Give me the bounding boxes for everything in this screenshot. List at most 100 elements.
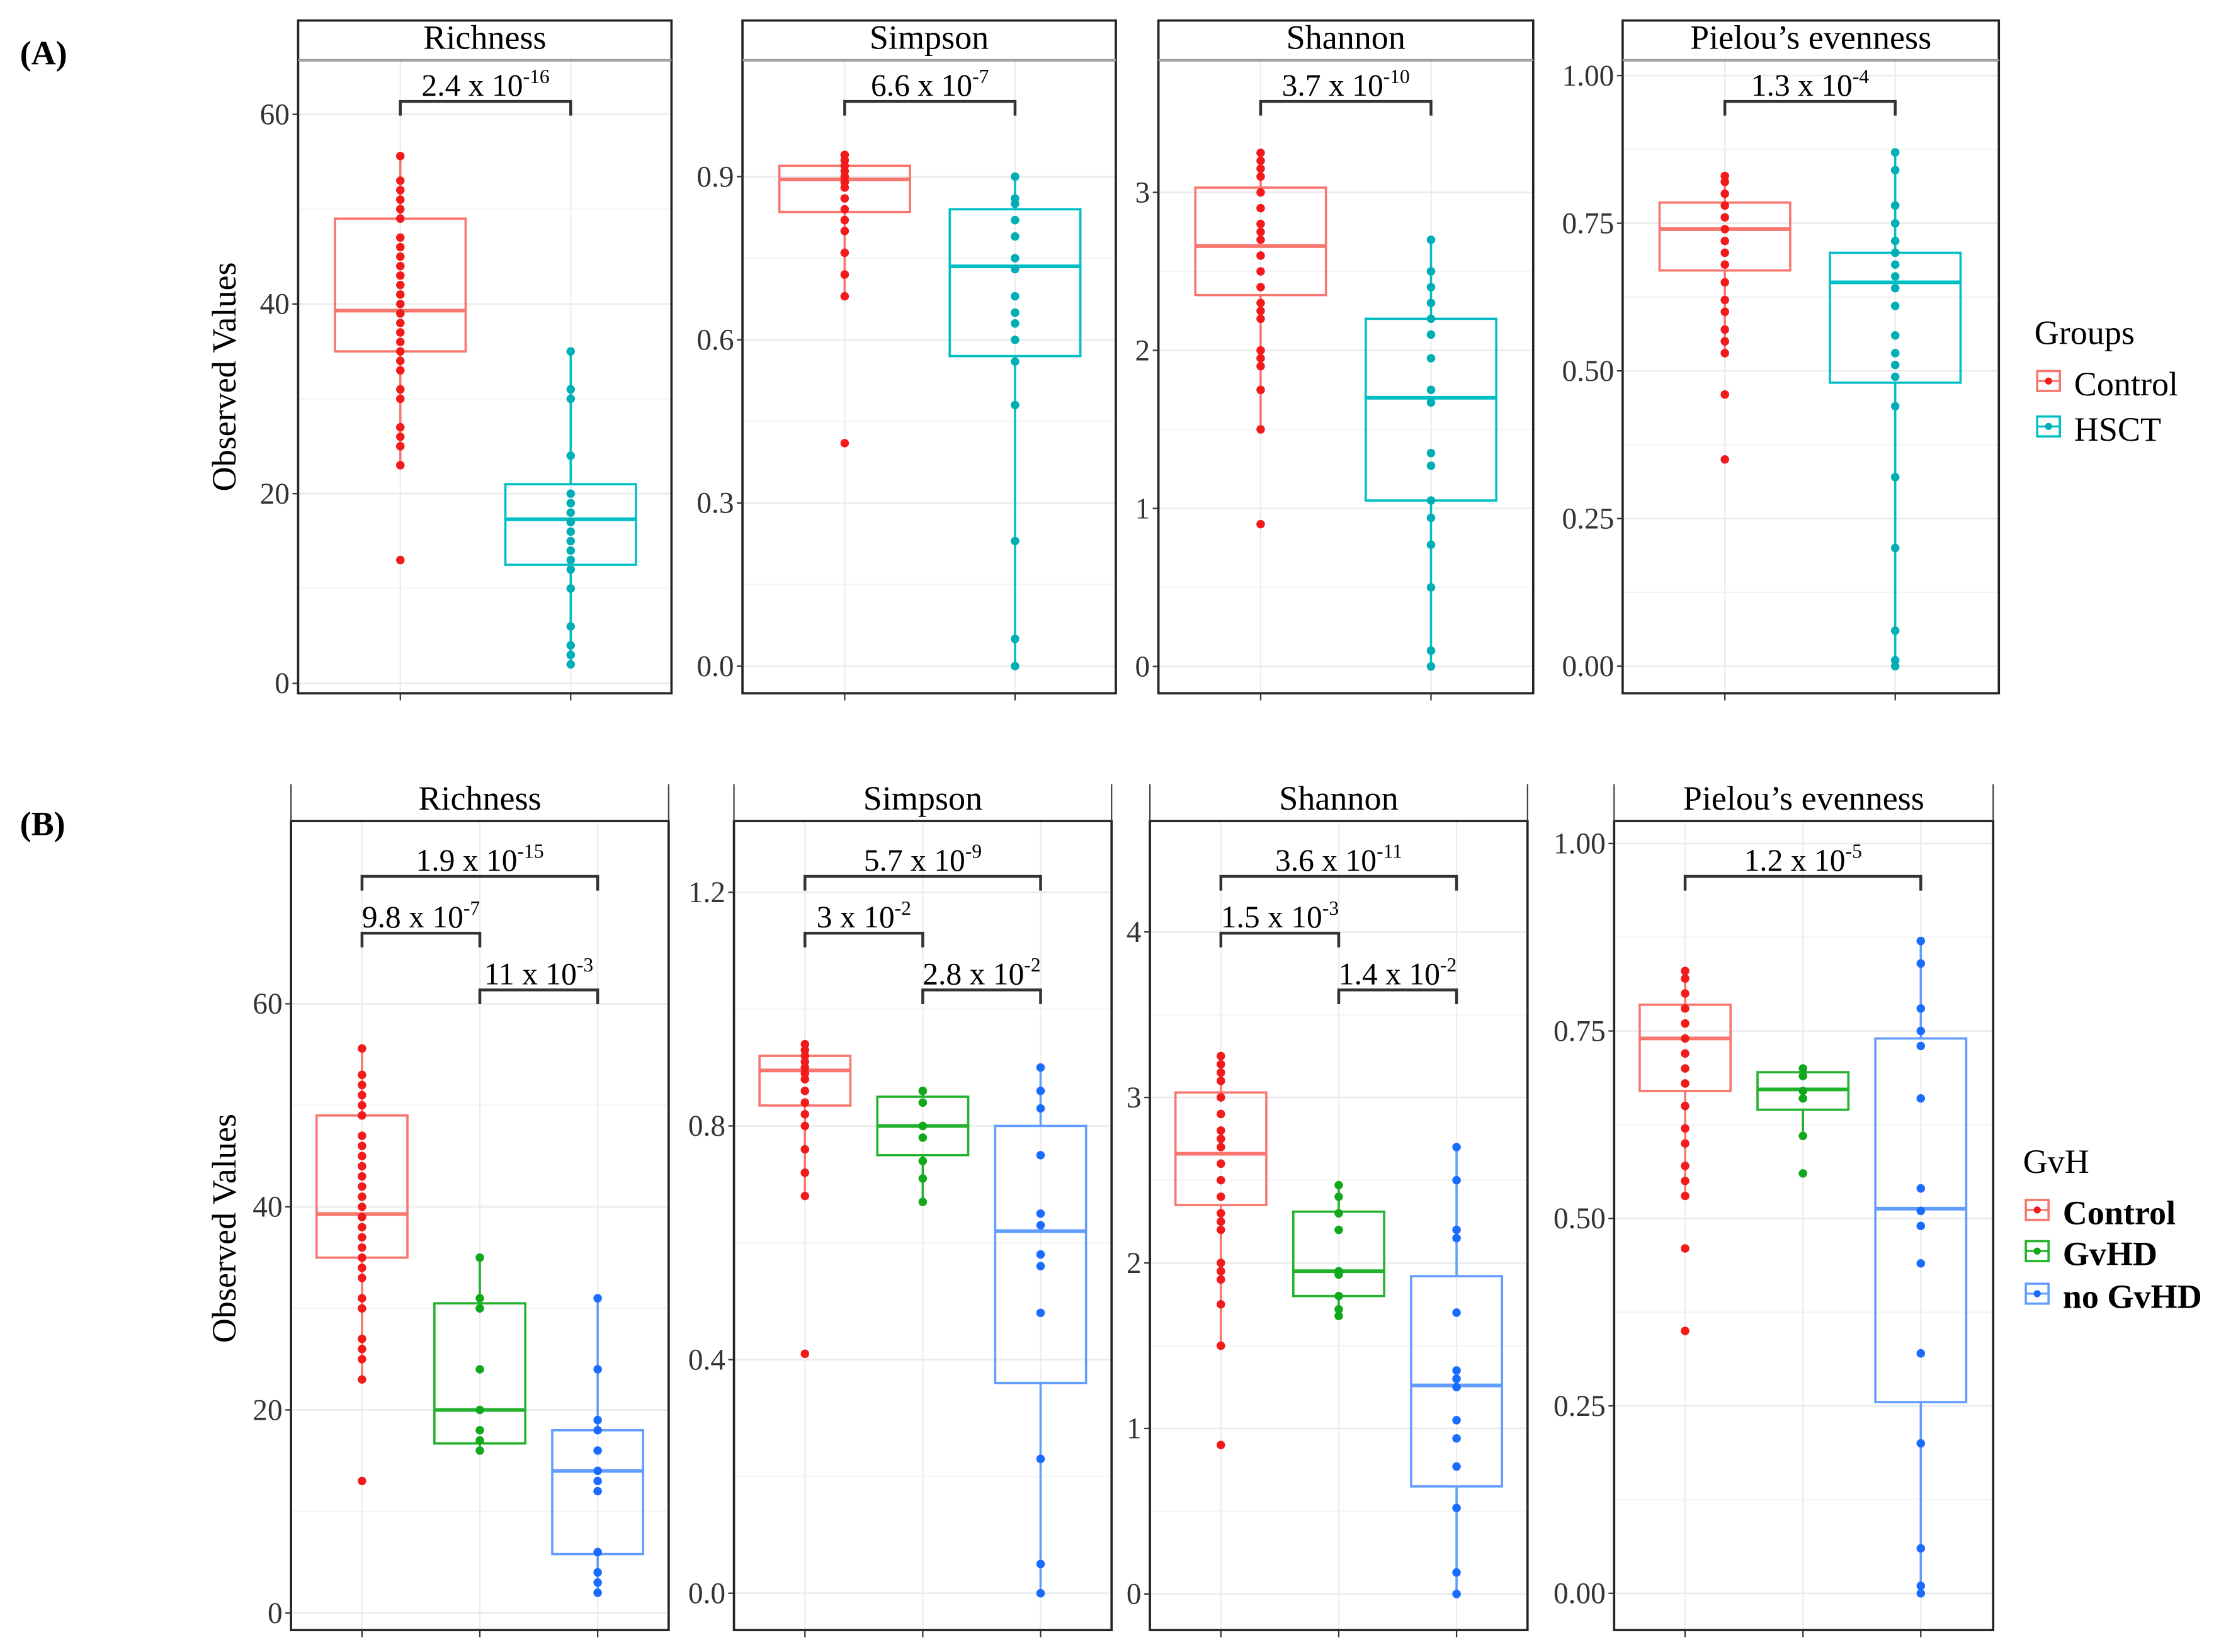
data-point	[1217, 1209, 1225, 1218]
data-point	[1256, 235, 1265, 244]
p-value-exponent: -7	[463, 897, 480, 919]
data-point	[593, 1415, 602, 1425]
data-point	[1334, 1311, 1343, 1320]
data-point	[918, 1157, 928, 1165]
data-point	[1217, 1093, 1225, 1102]
legend-point-icon	[2033, 1206, 2041, 1214]
p-value-mantissa: 11 x 10	[484, 956, 577, 991]
data-point	[1452, 1143, 1461, 1151]
data-point	[566, 660, 576, 669]
data-point	[1426, 314, 1436, 324]
bracket-line	[478, 988, 599, 1004]
y-tick-label: 1	[1135, 492, 1150, 525]
legend-item-label: HSCT	[2074, 410, 2161, 448]
data-point	[1217, 1060, 1225, 1069]
y-tick-label: 0.6	[696, 324, 734, 357]
p-value-exponent: -3	[1322, 897, 1339, 919]
p-value-label: 1.9 x 10-15	[416, 840, 543, 878]
data-point	[475, 1253, 484, 1262]
data-point	[1916, 1544, 1926, 1553]
strip-edge	[290, 784, 669, 822]
data-point	[1890, 473, 1900, 482]
data-point	[1256, 298, 1265, 308]
data-point	[358, 1274, 366, 1282]
p-value-label: 3 x 10-2	[817, 897, 911, 934]
data-point	[800, 1168, 810, 1177]
panel-title: Simpson	[870, 19, 989, 57]
p-value-mantissa: 3.6 x 10	[1275, 843, 1377, 878]
data-point	[566, 555, 576, 565]
data-point	[395, 461, 405, 470]
data-point	[358, 1304, 366, 1313]
data-point	[593, 1486, 602, 1496]
data-point	[1720, 278, 1729, 287]
y-tick-label: 2	[1127, 1247, 1142, 1280]
y-tick-label: 20	[260, 478, 290, 511]
data-point	[1720, 349, 1729, 358]
data-point	[1890, 248, 1900, 257]
p-value-mantissa: 2.8 x 10	[923, 956, 1024, 991]
data-point	[1798, 1064, 1807, 1073]
p-value-mantissa: 2.4 x 10	[421, 68, 523, 103]
significance-bracket: 3.7 x 10-10	[1259, 65, 1433, 116]
data-point	[593, 1578, 602, 1587]
box-gvhd	[1756, 1064, 1850, 1638]
data-point	[566, 641, 576, 650]
legend-key-icon	[2036, 370, 2062, 392]
data-point	[800, 1121, 810, 1131]
data-point	[1916, 1221, 1926, 1230]
data-point	[1452, 1568, 1461, 1577]
y-tick-label: 2	[1135, 334, 1150, 367]
p-value-mantissa: 3 x 10	[817, 900, 895, 934]
significance-bracket: 9.8 x 10-7	[360, 897, 482, 948]
panel-border	[1157, 59, 1535, 695]
data-point	[395, 356, 405, 365]
data-point	[1011, 400, 1019, 410]
data-point	[1890, 201, 1900, 210]
data-point	[358, 1131, 366, 1140]
data-point	[1426, 298, 1436, 308]
data-point	[1890, 662, 1900, 670]
legend-item-label: GvHD	[2063, 1235, 2157, 1273]
data-point	[1916, 1041, 1926, 1051]
y-tick-label: 0.25	[1562, 502, 1614, 535]
y-tick-label: 60	[260, 98, 290, 131]
data-point	[840, 248, 849, 257]
data-point	[358, 1334, 366, 1344]
data-point	[593, 1476, 602, 1486]
y-tick-label: 0	[1127, 1578, 1142, 1611]
data-point	[1036, 1151, 1045, 1160]
data-point	[1256, 156, 1265, 166]
significance-bracket: 1.5 x 10-3	[1219, 897, 1341, 948]
data-point	[1426, 330, 1436, 339]
data-point	[800, 1063, 810, 1072]
y-tick-label: 40	[260, 288, 290, 321]
data-point	[918, 1174, 928, 1183]
panel-border	[741, 59, 1117, 695]
data-point	[395, 442, 405, 451]
data-point	[1890, 236, 1900, 246]
data-point	[395, 337, 405, 346]
box-control	[1174, 1051, 1268, 1638]
y-tick-label: 0.75	[1562, 207, 1614, 240]
data-point	[800, 1087, 810, 1095]
data-point	[1681, 1327, 1689, 1335]
data-point	[1452, 1416, 1461, 1425]
data-point	[1217, 1267, 1225, 1276]
p-value-exponent: -2	[1024, 954, 1040, 976]
data-point	[1256, 307, 1265, 315]
data-point	[395, 242, 405, 252]
data-point	[1217, 1159, 1225, 1168]
data-point	[395, 328, 405, 337]
data-point	[1217, 1259, 1225, 1267]
legend-groups: Groups Control HSCT	[2035, 314, 2178, 448]
data-point	[1681, 1049, 1689, 1058]
data-point	[1720, 213, 1729, 222]
data-point	[395, 290, 405, 299]
bracket-line	[1337, 988, 1458, 1004]
data-point	[358, 1162, 366, 1171]
significance-bracket: 11 x 10-3	[478, 954, 599, 1004]
y-tick-label: 0.9	[696, 161, 734, 193]
data-point	[1256, 164, 1265, 173]
